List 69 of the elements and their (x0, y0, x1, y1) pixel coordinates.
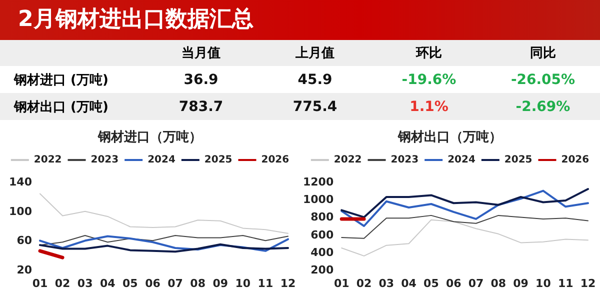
chart-title: 钢材进口（万吨） (97, 130, 202, 145)
legend-label: 2025 (204, 154, 232, 166)
x-tick-label: 04 (100, 277, 116, 290)
x-tick-label: 03 (378, 277, 394, 290)
text: -26.05% (510, 72, 576, 88)
category-label: 环比 (414, 45, 443, 62)
category-label: 钢材出口 (万吨) (14, 100, 108, 114)
text: 2月钢材进出口数据汇总 (0, 0, 600, 40)
x-tick-label: 12 (580, 277, 596, 290)
x-tick-label: 08 (190, 277, 206, 290)
x-tick-label: 01 (32, 277, 48, 290)
line-series (340, 190, 589, 227)
y-tick-label: 600 (310, 228, 334, 242)
line-series (340, 188, 589, 218)
x-tick-label: 09 (513, 277, 528, 290)
legend-label: 2022 (334, 154, 362, 166)
line-series (341, 214, 588, 239)
legend-label: 2024 (148, 154, 176, 166)
text: -19.6% (402, 72, 456, 88)
legend-label: 2024 (448, 154, 476, 166)
legend-label: 2025 (504, 154, 532, 166)
x-tick-label: 09 (212, 277, 228, 290)
x-tick-label: 07 (168, 277, 183, 290)
x-tick-label: 06 (446, 277, 462, 290)
line-series (39, 243, 289, 253)
y-tick-label: 800 (310, 210, 334, 224)
x-tick-label: 04 (401, 277, 417, 290)
x-tick-label: 02 (356, 277, 372, 290)
x-tick-label: 10 (235, 277, 251, 290)
legend-label: 2023 (90, 154, 119, 166)
line-series (39, 235, 289, 252)
category-label: 上月值 (294, 45, 336, 62)
line-series (40, 193, 288, 234)
x-tick-label: 07 (468, 277, 484, 290)
legend-label: 2026 (261, 154, 290, 166)
text: 783.7 (178, 98, 224, 114)
x-tick-label: 11 (558, 277, 574, 290)
y-tick-label: 140 (9, 176, 32, 188)
x-tick-label: 12 (280, 277, 296, 290)
line-series (40, 235, 288, 246)
chart-title: 钢材出口（万吨） (397, 130, 502, 145)
x-tick-label: 02 (54, 277, 70, 290)
y-tick-label: 60 (16, 234, 32, 248)
y-tick-label: 400 (310, 246, 334, 259)
y-tick-label: 20 (16, 264, 32, 276)
text: 36.9 (184, 72, 218, 88)
line-series (341, 219, 588, 256)
x-tick-label: 10 (536, 277, 552, 290)
x-tick-label: 01 (334, 277, 350, 290)
text: 1.1% (410, 98, 448, 114)
x-tick-label: 11 (258, 277, 274, 290)
legend-label: 2026 (561, 154, 590, 166)
y-tick-label: 200 (310, 264, 334, 276)
legend-label: 2023 (390, 154, 419, 166)
y-tick-label: 100 (9, 204, 32, 218)
text: 45.9 (298, 72, 332, 88)
x-tick-label: 05 (122, 277, 138, 290)
x-tick-label: 05 (424, 277, 439, 290)
legend-label: 2022 (34, 154, 62, 166)
x-tick-label: 03 (77, 277, 93, 290)
y-tick-label: 1200 (302, 176, 334, 188)
y-tick-label: 1000 (302, 193, 334, 206)
x-tick-label: 06 (145, 277, 161, 290)
category-label: 当月值 (180, 45, 222, 62)
x-tick-label: 08 (490, 277, 506, 290)
category-label: 钢材进口 (万吨) (14, 72, 108, 88)
category-label: 同比 (529, 45, 557, 62)
text: 775.4 (292, 98, 338, 114)
text: -2.69% (516, 98, 570, 114)
